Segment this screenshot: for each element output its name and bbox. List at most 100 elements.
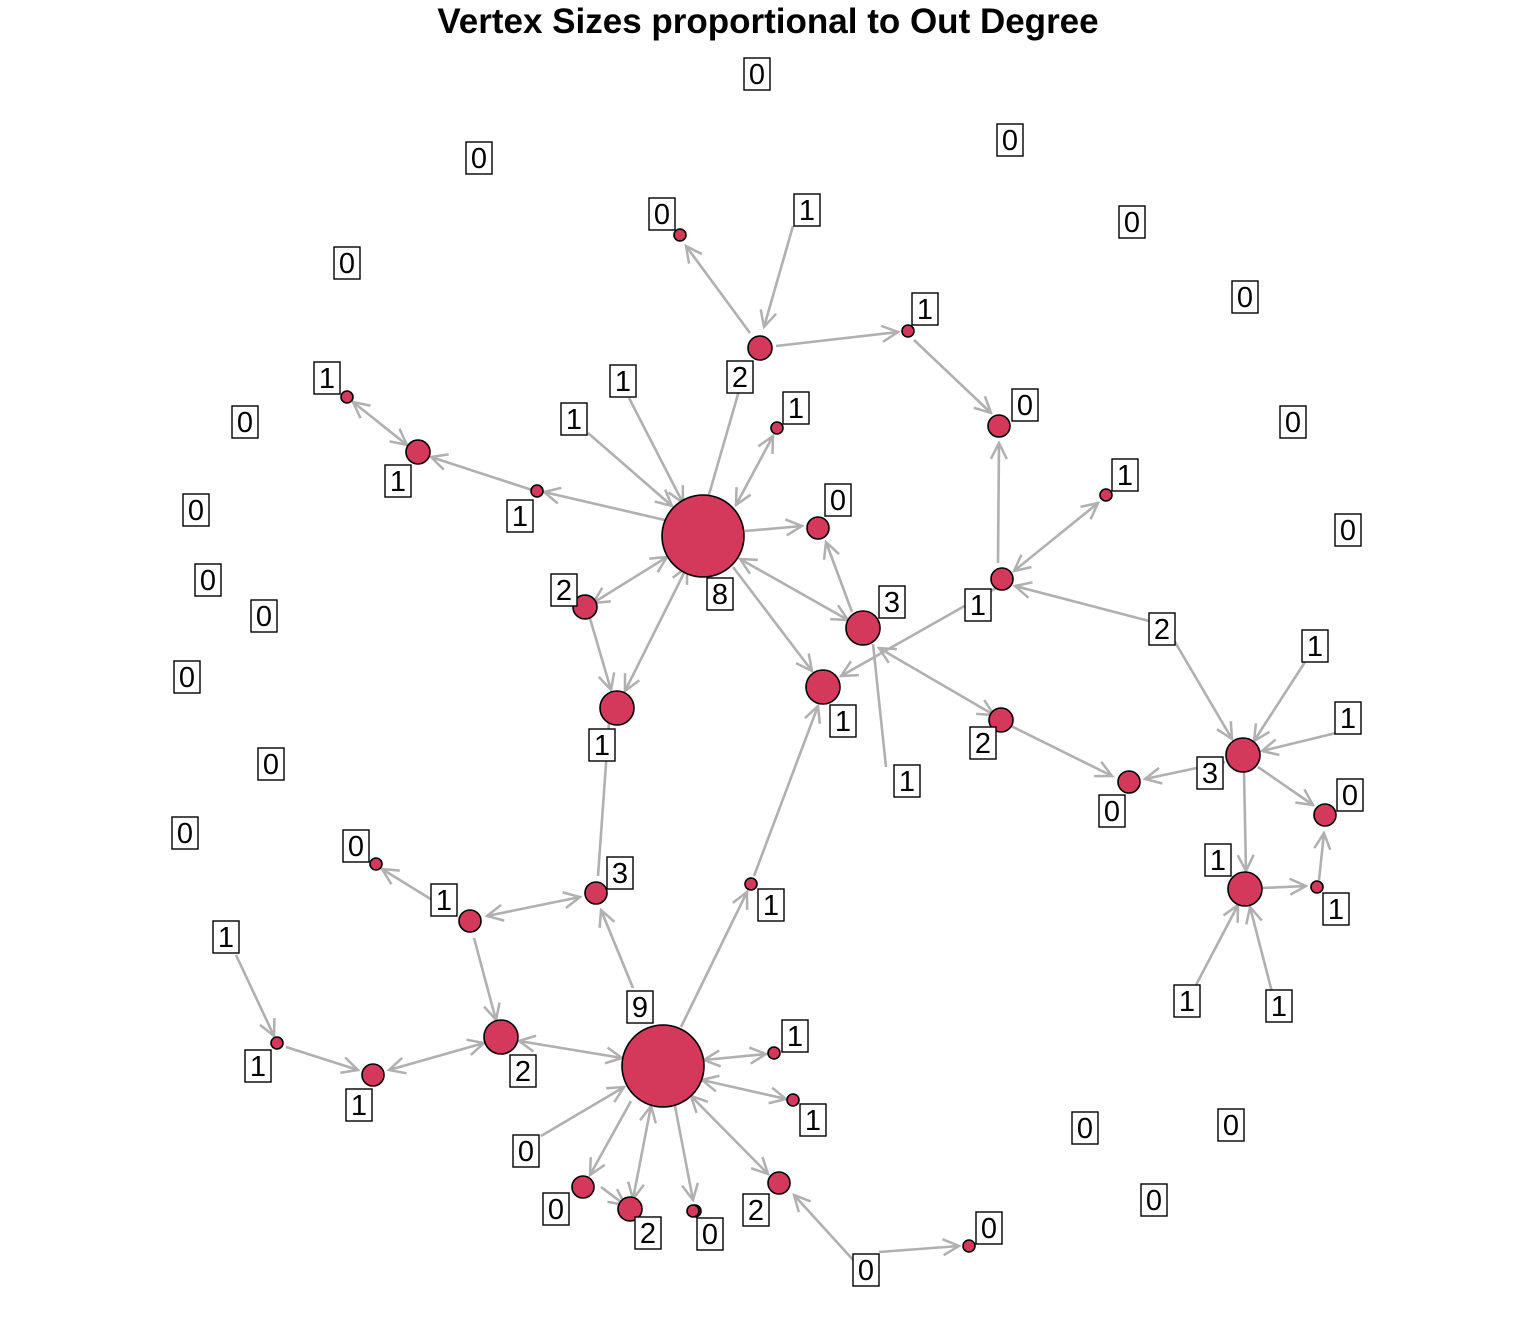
vertex-label: 1 xyxy=(793,193,821,227)
vertex-label-text: 0 xyxy=(1104,796,1120,828)
vertex-label-text: 0 xyxy=(237,407,253,439)
graph-edge xyxy=(519,1041,622,1058)
graph-edge xyxy=(744,526,802,531)
vertex-label-text: 1 xyxy=(799,195,815,227)
graph-edge xyxy=(1006,722,1112,776)
vertex-label: 2 xyxy=(1148,612,1176,646)
vertex-label: 1 xyxy=(1265,989,1293,1023)
vertex-label-text: 1 xyxy=(1179,986,1195,1018)
graph-vertex xyxy=(786,1093,800,1107)
vertex-label: 0 xyxy=(1217,1108,1245,1142)
graph-vertex xyxy=(673,228,687,242)
vertex-label-text: 3 xyxy=(884,587,900,619)
vertex-label: 1 xyxy=(1204,843,1232,877)
vertex-label: 0 xyxy=(465,141,493,175)
graph-edge xyxy=(826,542,854,613)
graph-vertex xyxy=(405,439,431,465)
vertex-label: 1 xyxy=(1301,629,1329,663)
vertex-label-text: 2 xyxy=(556,575,572,607)
graph-edge xyxy=(353,402,407,445)
graph-edge xyxy=(1014,503,1098,571)
vertex-label-text: 2 xyxy=(975,728,991,760)
vertex-label-text: 1 xyxy=(615,366,631,398)
graph-vertex xyxy=(571,1175,595,1199)
vertex-label: 1 xyxy=(964,588,992,622)
vertex-label-text: 2 xyxy=(1154,614,1170,646)
vertex-label-text: 0 xyxy=(1342,780,1358,812)
vertex-label-text: 0 xyxy=(1223,1110,1239,1142)
graph-vertex xyxy=(767,1046,781,1060)
vertex-label-text: 0 xyxy=(749,59,765,91)
vertex-label: 1 xyxy=(384,464,412,498)
graph-edge xyxy=(627,397,683,503)
graph-vertex xyxy=(661,494,745,578)
graph-edge xyxy=(879,648,994,715)
vertex-label-text: 0 xyxy=(518,1136,534,1168)
vertex-label-text: 0 xyxy=(981,1213,997,1245)
vertex-label: 0 xyxy=(696,1217,724,1251)
vertex-label-text: 1 xyxy=(788,393,804,425)
vertex-label: 0 xyxy=(512,1134,540,1168)
graph-edge xyxy=(704,1054,766,1060)
vertex-label: 1 xyxy=(781,1019,809,1053)
graph-edge xyxy=(871,643,888,768)
graph-vertex xyxy=(617,1196,643,1222)
vertex-label: 1 xyxy=(1322,892,1350,926)
vertex-label-text: 1 xyxy=(763,890,779,922)
vertex-label-text: 1 xyxy=(1340,703,1356,735)
vertex-label: 3 xyxy=(878,585,906,619)
vertex-label: 0 xyxy=(1336,778,1364,812)
vertex-label-text: 0 xyxy=(348,831,364,863)
graph-edge xyxy=(593,557,667,603)
graph-edge xyxy=(601,910,635,989)
graph-edge xyxy=(633,1106,651,1199)
vertex-label: 0 xyxy=(743,57,771,91)
vertex-label: 0 xyxy=(1098,794,1126,828)
graph-vertex xyxy=(805,669,841,705)
vertex-label-text: 1 xyxy=(250,1051,266,1083)
vertex-label: 2 xyxy=(550,573,578,607)
vertices-layer xyxy=(270,228,1337,1253)
graph-edge xyxy=(431,457,533,492)
vertex-label-text: 0 xyxy=(1017,390,1033,422)
graph-edge xyxy=(1319,833,1324,881)
graph-vertex xyxy=(686,1204,700,1218)
vertex-label-text: 1 xyxy=(1271,991,1287,1023)
vertex-label-text: 2 xyxy=(732,362,748,394)
vertex-label: 0 xyxy=(1231,280,1259,314)
vertex-label-text: 0 xyxy=(830,485,846,517)
vertex-label: 1 xyxy=(588,728,616,762)
vertex-label: 0 xyxy=(194,563,222,597)
graph-vertex xyxy=(599,690,635,726)
graph-edge xyxy=(679,892,747,1028)
graph-edge xyxy=(587,432,672,506)
vertex-label-text: 1 xyxy=(319,363,335,395)
graph-vertex xyxy=(572,594,598,620)
graph-vertex xyxy=(747,335,773,361)
vertex-label: 0 xyxy=(1011,388,1039,422)
graph-edge xyxy=(1261,886,1306,888)
graph-edge xyxy=(1262,731,1337,751)
vertex-label: 8 xyxy=(706,577,734,611)
vertex-label-text: 0 xyxy=(256,601,272,633)
graph-edge xyxy=(540,1087,624,1138)
graph-edge xyxy=(686,246,752,334)
vertex-label-text: 0 xyxy=(1077,1113,1093,1145)
graph-edge xyxy=(764,225,795,327)
vertex-label: 0 xyxy=(182,493,210,527)
graph-vertex xyxy=(621,1024,705,1108)
vertex-label-text: 0 xyxy=(263,749,279,781)
vertex-label-text: 1 xyxy=(512,501,528,533)
graph-edge xyxy=(1194,905,1238,986)
graph-vertex xyxy=(1099,488,1113,502)
graph-vertex xyxy=(962,1239,976,1253)
graph-edge xyxy=(702,1080,786,1099)
vertex-label-text: 1 xyxy=(436,885,452,917)
vertex-label: 2 xyxy=(969,726,997,760)
vertex-label: 1 xyxy=(911,292,939,326)
vertex-label-text: 1 xyxy=(970,590,986,622)
graph-vertex xyxy=(369,857,383,871)
vertex-label: 9 xyxy=(626,990,654,1024)
vertex-label-text: 0 xyxy=(1237,282,1253,314)
